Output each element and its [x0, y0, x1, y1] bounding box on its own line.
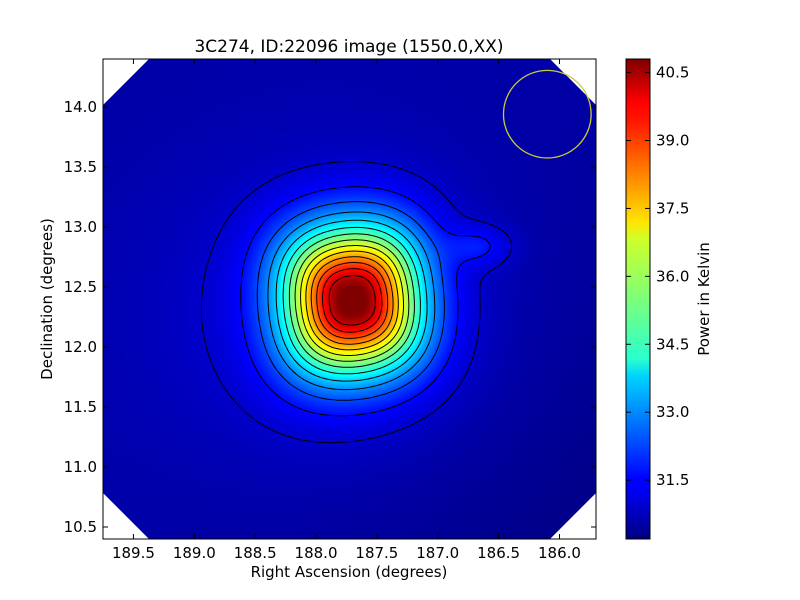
colorbar-gradient	[625, 58, 651, 540]
y-tick-label: 12.5	[64, 278, 97, 296]
contour-line	[294, 239, 410, 362]
y-tick-label: 14.0	[64, 98, 97, 116]
corner-mask	[103, 493, 149, 539]
corner-mask	[550, 493, 596, 539]
plot-area	[102, 58, 597, 540]
contour-line	[240, 186, 491, 417]
x-tick-label: 189.0	[173, 544, 216, 562]
colorbar-tick-label: 39.0	[656, 132, 689, 150]
y-axis: 10.5 11.0 11.5 12.0 12.5 13.0 13.5 14.0	[64, 98, 596, 536]
contour-line	[256, 201, 445, 401]
colorbar-tick-label: 31.5	[656, 471, 689, 489]
colorbar-label: Power in Kelvin	[695, 242, 713, 356]
contour-line	[267, 211, 436, 391]
x-tick-label: 186.0	[538, 544, 581, 562]
heatmap-image	[103, 59, 596, 539]
x-tick-label: 189.5	[112, 544, 155, 562]
x-tick-label: 188.0	[295, 544, 338, 562]
y-tick-label: 11.5	[64, 398, 97, 416]
contour-line	[322, 268, 383, 333]
contour-line	[300, 245, 404, 356]
contour-line	[275, 219, 428, 382]
chart-title: 3C274, ID:22096 image (1550.0,XX)	[194, 37, 503, 57]
corner-mask	[550, 59, 596, 105]
x-tick-label: 188.5	[234, 544, 277, 562]
contour-line	[200, 161, 513, 444]
contour-line	[282, 226, 421, 375]
colorbar-tick-label: 34.5	[656, 335, 689, 353]
contour-line	[310, 256, 394, 345]
colorbar-tick-label: 40.5	[656, 64, 689, 82]
y-tick-label: 13.0	[64, 218, 97, 236]
colorbar-ticks: 31.5 33.0 34.5 36.0 37.5 39.0 40.5	[626, 64, 689, 489]
contour-line	[288, 233, 415, 368]
x-axis: 189.5 189.0 188.5 188.0 187.5 187.0 186.5 186.0	[112, 59, 581, 562]
y-tick-label: 13.5	[64, 158, 97, 176]
y-axis-label: Declination (degrees)	[38, 218, 56, 380]
colorbar-tick-label: 37.5	[656, 199, 689, 217]
colorbar-tick-label: 36.0	[656, 267, 689, 285]
contour-line	[305, 250, 399, 351]
x-tick-label: 187.5	[355, 544, 398, 562]
contour-line	[316, 262, 389, 339]
contour-line	[328, 275, 376, 326]
x-axis-label: Right Ascension (degrees)	[251, 563, 448, 581]
corner-mask	[103, 59, 149, 105]
corner-masks	[103, 59, 596, 539]
contour-lines	[200, 161, 513, 444]
y-tick-label: 10.5	[64, 518, 97, 536]
colorbar-tick-label: 33.0	[656, 403, 689, 421]
x-tick-label: 187.0	[416, 544, 459, 562]
x-tick-label: 186.5	[477, 544, 520, 562]
colorbar: 31.5 33.0 34.5 36.0 37.5 39.0 40.5 Power in Ke…	[625, 58, 713, 540]
plot-frame	[102, 58, 597, 540]
y-tick-label: 11.0	[64, 458, 97, 476]
y-tick-label: 12.0	[64, 338, 97, 356]
beam-circle	[502, 69, 592, 159]
